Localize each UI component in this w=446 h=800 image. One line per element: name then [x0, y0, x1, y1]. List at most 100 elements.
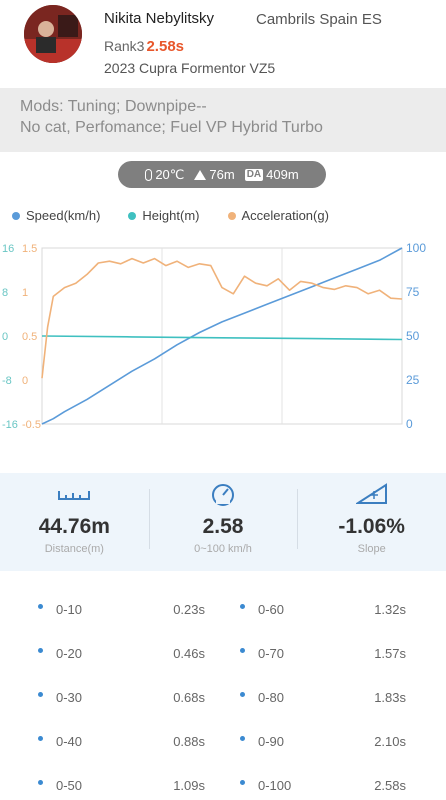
bullet-icon — [38, 692, 43, 697]
split-range: 0-100 — [258, 778, 292, 793]
mods-box: Mods: Tuning; Downpipe-- No cat, Perfoma… — [0, 88, 446, 152]
split-item: 0-10 0.23s — [38, 590, 205, 634]
split-item: 0-60 1.32s — [240, 590, 406, 634]
legend-speed-dot — [12, 211, 20, 220]
split-time: 0.88s — [173, 734, 205, 749]
split-range: 0-20 — [56, 646, 83, 661]
split-item: 0-90 2.10s — [240, 722, 406, 766]
legend-speed[interactable]: Speed(km/h) — [12, 208, 100, 223]
split-range: 0-30 — [56, 690, 83, 705]
elevation-value: 76m — [209, 167, 235, 182]
series-line-height — [41, 335, 403, 341]
elevation: 76m — [194, 167, 235, 182]
time-value: 2.58 — [202, 515, 244, 538]
series-line-acceleration — [41, 257, 403, 379]
legend-height-dot — [128, 211, 137, 220]
accel-tick-label: 1 — [22, 287, 28, 299]
speedometer-icon — [149, 483, 298, 506]
ruler-icon — [0, 483, 149, 505]
temperature-value: 20℃ — [155, 166, 185, 182]
stat-slope: -1.06% Slope — [297, 473, 446, 571]
mods-line-2: No cat, Perfomance; Fuel VP Hybrid Turbo — [20, 119, 323, 136]
bullet-icon — [240, 648, 245, 653]
bullet-icon — [38, 604, 43, 609]
chart-legend: Speed(km/h) Height(m) Acceleration(g) — [12, 208, 329, 223]
split-row: 0-30 0.68s 0-80 1.83s — [0, 678, 446, 722]
height-tick-label: -8 — [2, 375, 12, 387]
speed-chart: 16 1.5 100 8 1 75 0 0.5 50 -8 0 25 -16 -0.5 0 — [0, 236, 446, 436]
mods-line-1: Mods: Tuning; Downpipe-- — [20, 98, 207, 115]
distance-value: 44.76m — [38, 515, 110, 538]
da-icon: DA — [244, 168, 264, 181]
split-item: 0-40 0.88s — [38, 722, 205, 766]
slope-value: -1.06% — [338, 515, 405, 538]
slope-label: Slope — [357, 543, 386, 555]
split-item: 0-50 1.09s — [38, 766, 205, 800]
chart-svg: 16 1.5 100 8 1 75 0 0.5 50 -8 0 25 -16 -0.5 0 — [2, 241, 426, 431]
distance-label: Distance(m) — [44, 543, 104, 555]
height-tick-label: 0 — [2, 331, 8, 343]
split-time: 1.09s — [173, 778, 205, 793]
rank-line: Rank3 2.58s — [104, 38, 184, 55]
split-item: 0-70 1.57s — [240, 634, 406, 678]
split-time: 2.58s — [374, 778, 406, 793]
split-range: 0-70 — [258, 646, 285, 661]
accel-tick-label: 1.5 — [22, 243, 37, 255]
split-time: 0.46s — [173, 646, 205, 661]
split-range: 0-90 — [258, 734, 285, 749]
bullet-icon — [38, 780, 43, 785]
split-time: 2.10s — [374, 734, 406, 749]
split-time: 0.68s — [173, 690, 205, 705]
speed-tick-label: 0 — [406, 417, 413, 431]
avatar[interactable] — [24, 5, 82, 63]
bullet-icon — [240, 780, 245, 785]
accel-tick-label: 0.5 — [22, 331, 37, 343]
split-row: 0-10 0.23s 0-60 1.32s — [0, 590, 446, 634]
accel-tick-label: -0.5 — [22, 419, 41, 431]
split-item: 0-80 1.83s — [240, 678, 406, 722]
split-range: 0-50 — [56, 778, 83, 793]
rank-label: Rank3 — [104, 38, 145, 54]
conditions-pill: 20℃ 76m DA 409m — [118, 161, 326, 188]
legend-acceleration-label: Acceleration(g) — [241, 208, 329, 223]
split-item: 0-20 0.46s — [38, 634, 205, 678]
rank-time: 2.58s — [146, 38, 185, 55]
accel-tick-label: 0 — [22, 375, 28, 387]
bullet-icon — [240, 736, 245, 741]
split-range: 0-60 — [258, 602, 285, 617]
stat-distance: 44.76m Distance(m) — [0, 473, 149, 571]
time-label: 0~100 km/h — [194, 543, 252, 555]
location: Cambrils Spain ES — [256, 11, 382, 28]
legend-acceleration-dot — [227, 211, 236, 220]
user-name[interactable]: Nikita Nebylitsky — [104, 10, 215, 27]
mountain-icon — [194, 169, 207, 180]
speed-tick-label: 25 — [406, 373, 420, 387]
height-tick-label: 16 — [2, 243, 14, 255]
speed-tick-label: 50 — [406, 329, 420, 343]
legend-acceleration[interactable]: Acceleration(g) — [227, 208, 329, 223]
bullet-icon — [240, 692, 245, 697]
legend-height-label: Height(m) — [142, 208, 200, 223]
split-item: 0-30 0.68s — [38, 678, 205, 722]
split-range: 0-10 — [56, 602, 83, 617]
split-time: 1.57s — [374, 646, 406, 661]
split-time: 1.32s — [374, 602, 406, 617]
split-range: 0-40 — [56, 734, 83, 749]
legend-height[interactable]: Height(m) — [128, 208, 200, 223]
density-altitude: DA 409m — [244, 167, 299, 182]
split-item: 0-100 2.58s — [240, 766, 406, 800]
car-name: 2023 Cupra Formentor VZ5 — [104, 60, 276, 76]
thermometer-icon — [145, 168, 153, 181]
speed-tick-label: 100 — [406, 241, 426, 255]
legend-speed-label: Speed(km/h) — [26, 208, 101, 223]
speed-tick-label: 75 — [406, 285, 420, 299]
bullet-icon — [240, 604, 245, 609]
bullet-icon — [38, 736, 43, 741]
density-altitude-value: 409m — [266, 167, 299, 182]
header: Nikita Nebylitsky Cambrils Spain ES Rank… — [0, 0, 446, 88]
stats-panel: 44.76m Distance(m) 2.58 0~100 km/h -1.06… — [0, 473, 446, 571]
temperature: 20℃ — [145, 167, 184, 183]
split-times: 0-10 0.23s 0-60 1.32s 0-20 0.46s 0-70 1.57s … — [0, 590, 446, 800]
split-row: 0-20 0.46s 0-70 1.57s — [0, 634, 446, 678]
split-time: 1.83s — [374, 690, 406, 705]
